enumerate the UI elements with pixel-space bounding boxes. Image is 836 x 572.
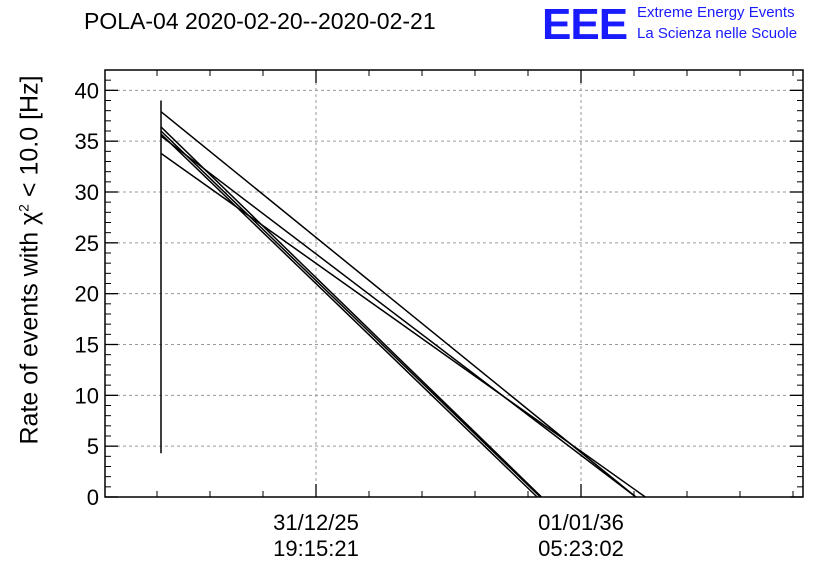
series-line-4 [160, 130, 541, 498]
x-tick-label-date: 01/01/36 [538, 510, 624, 535]
y-tick-label: 0 [87, 485, 99, 510]
y-tick-label: 20 [75, 282, 99, 307]
y-axis-label-suffix: < 10.0 [Hz] [15, 75, 44, 205]
y-axis-label-symbol: χ [15, 211, 44, 225]
series-line-7 [160, 152, 646, 498]
y-tick-label: 15 [75, 333, 99, 358]
logo-line-2: La Scienza nelle Scuole [637, 25, 798, 42]
logo-line-1: Extreme Energy Events [637, 4, 795, 21]
series-line-5 [160, 133, 538, 498]
chart-title: POLA-04 2020-02-20--2020-02-21 [84, 8, 436, 34]
y-tick-label: 30 [75, 180, 99, 205]
y-axis-label: Rate of events with χ2 < 10.0 [Hz] [15, 75, 44, 444]
series-line-3 [160, 126, 543, 498]
series-line-2 [160, 111, 637, 498]
x-tick-label-date: 31/12/25 [273, 510, 359, 535]
plot-frame [104, 69, 804, 498]
y-tick-label: 5 [87, 434, 99, 459]
y-tick-label: 25 [75, 231, 99, 256]
y-tick-label: 40 [75, 78, 99, 103]
y-axis-label-prefix: Rate of events with [15, 224, 44, 445]
eee-logo-icon: EEE [542, 0, 628, 49]
y-tick-label: 10 [75, 383, 99, 408]
y-tick-label: 35 [75, 129, 99, 154]
x-tick-label-time: 05:23:02 [538, 536, 624, 561]
y-axis-label-sup: 2 [15, 204, 32, 212]
x-tick-label-time: 19:15:21 [273, 536, 359, 561]
series-line-6 [160, 135, 637, 498]
